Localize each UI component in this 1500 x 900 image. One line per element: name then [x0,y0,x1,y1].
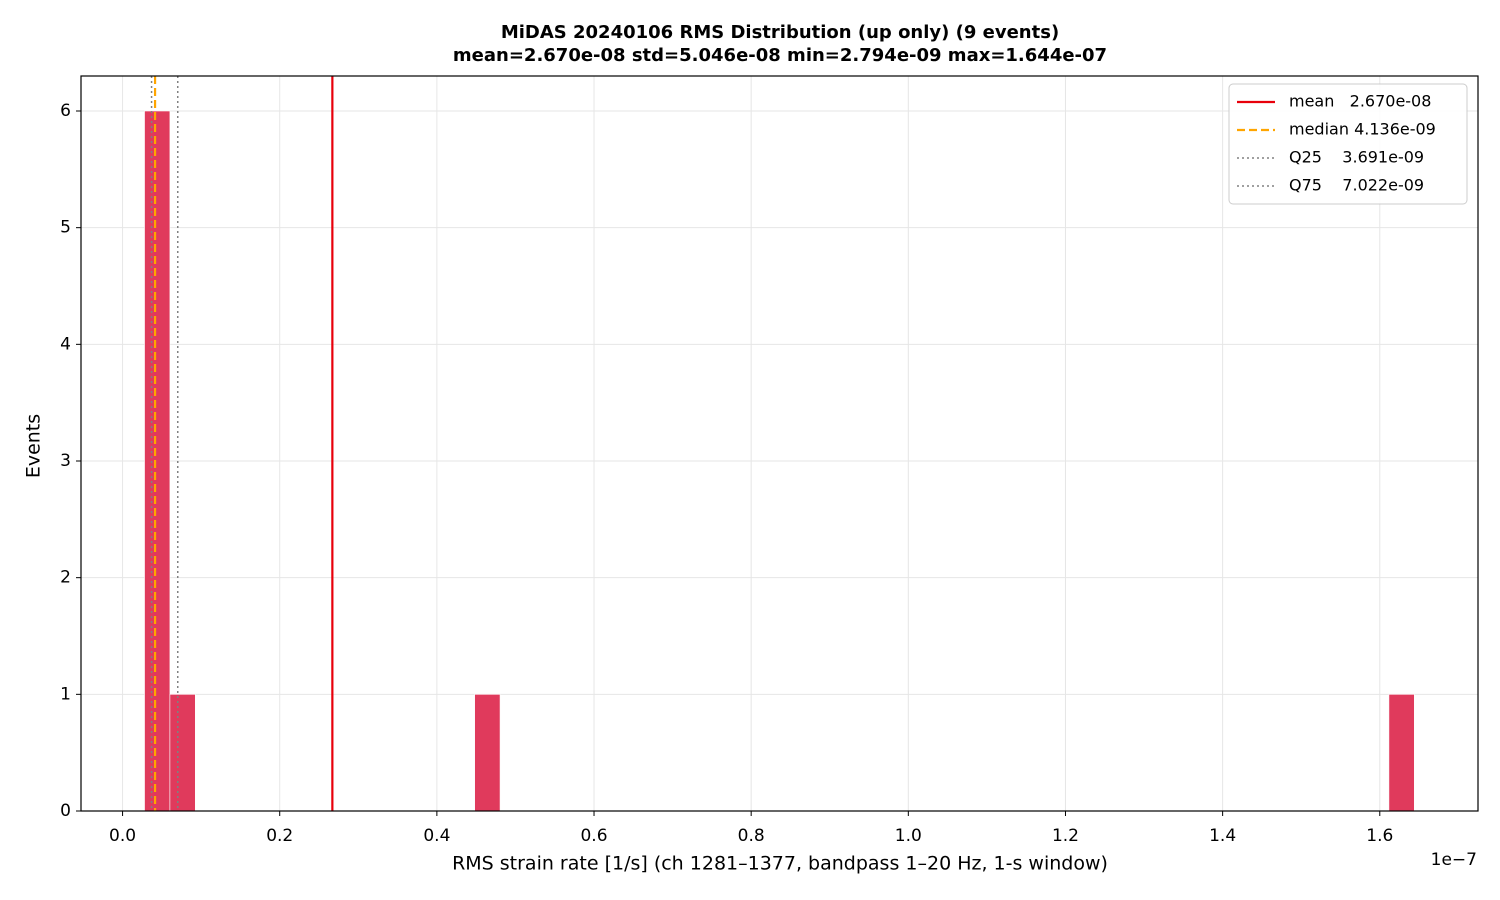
legend-label: median 4.136e-09 [1289,120,1436,139]
y-axis-label: Events [23,414,45,478]
x-tick-label: 1.4 [1209,826,1236,846]
bar [169,694,196,812]
y-tick-label: 5 [60,218,71,238]
x-tick-label: 0.0 [109,826,136,846]
legend-box [1228,83,1468,205]
legend-label: mean 2.670e-08 [1289,92,1431,111]
grid [81,76,1478,812]
x-tick-label: 0.6 [580,826,607,846]
x-tick-label: 1.2 [1052,826,1079,846]
y-tick-label: 0 [60,801,71,821]
legend-label: Q75 7.022e-09 [1289,176,1424,195]
plot-frame [80,75,1479,812]
bar [474,694,501,812]
y-tick-label: 1 [60,684,71,704]
legend-label: Q25 3.691e-09 [1289,148,1424,167]
x-tick-label: 1.0 [895,826,922,846]
x-tick-label: 0.4 [423,826,450,846]
x-axis-label: RMS strain rate [1/s] (ch 1281–1377, ban… [452,853,1108,875]
y-tick-label: 2 [60,568,71,588]
y-tick-label: 3 [60,451,71,471]
bar [144,110,171,812]
x-offset-label: 1e−7 [1431,850,1477,870]
x-tick-label: 0.8 [738,826,765,846]
y-tick-label: 4 [60,334,71,354]
x-tick-label: 0.2 [266,826,293,846]
chart-title: MiDAS 20240106 RMS Distribution (up only… [501,22,1059,43]
y-tick-label: 6 [60,101,71,121]
legend: mean 2.670e-08 median 4.136e-09 Q25 3.691e… [1228,83,1468,205]
bar [1388,694,1415,812]
x-tick-label: 1.6 [1366,826,1393,846]
chart-subtitle: mean=2.670e-08 std=5.046e-08 min=2.794e-… [453,45,1107,66]
